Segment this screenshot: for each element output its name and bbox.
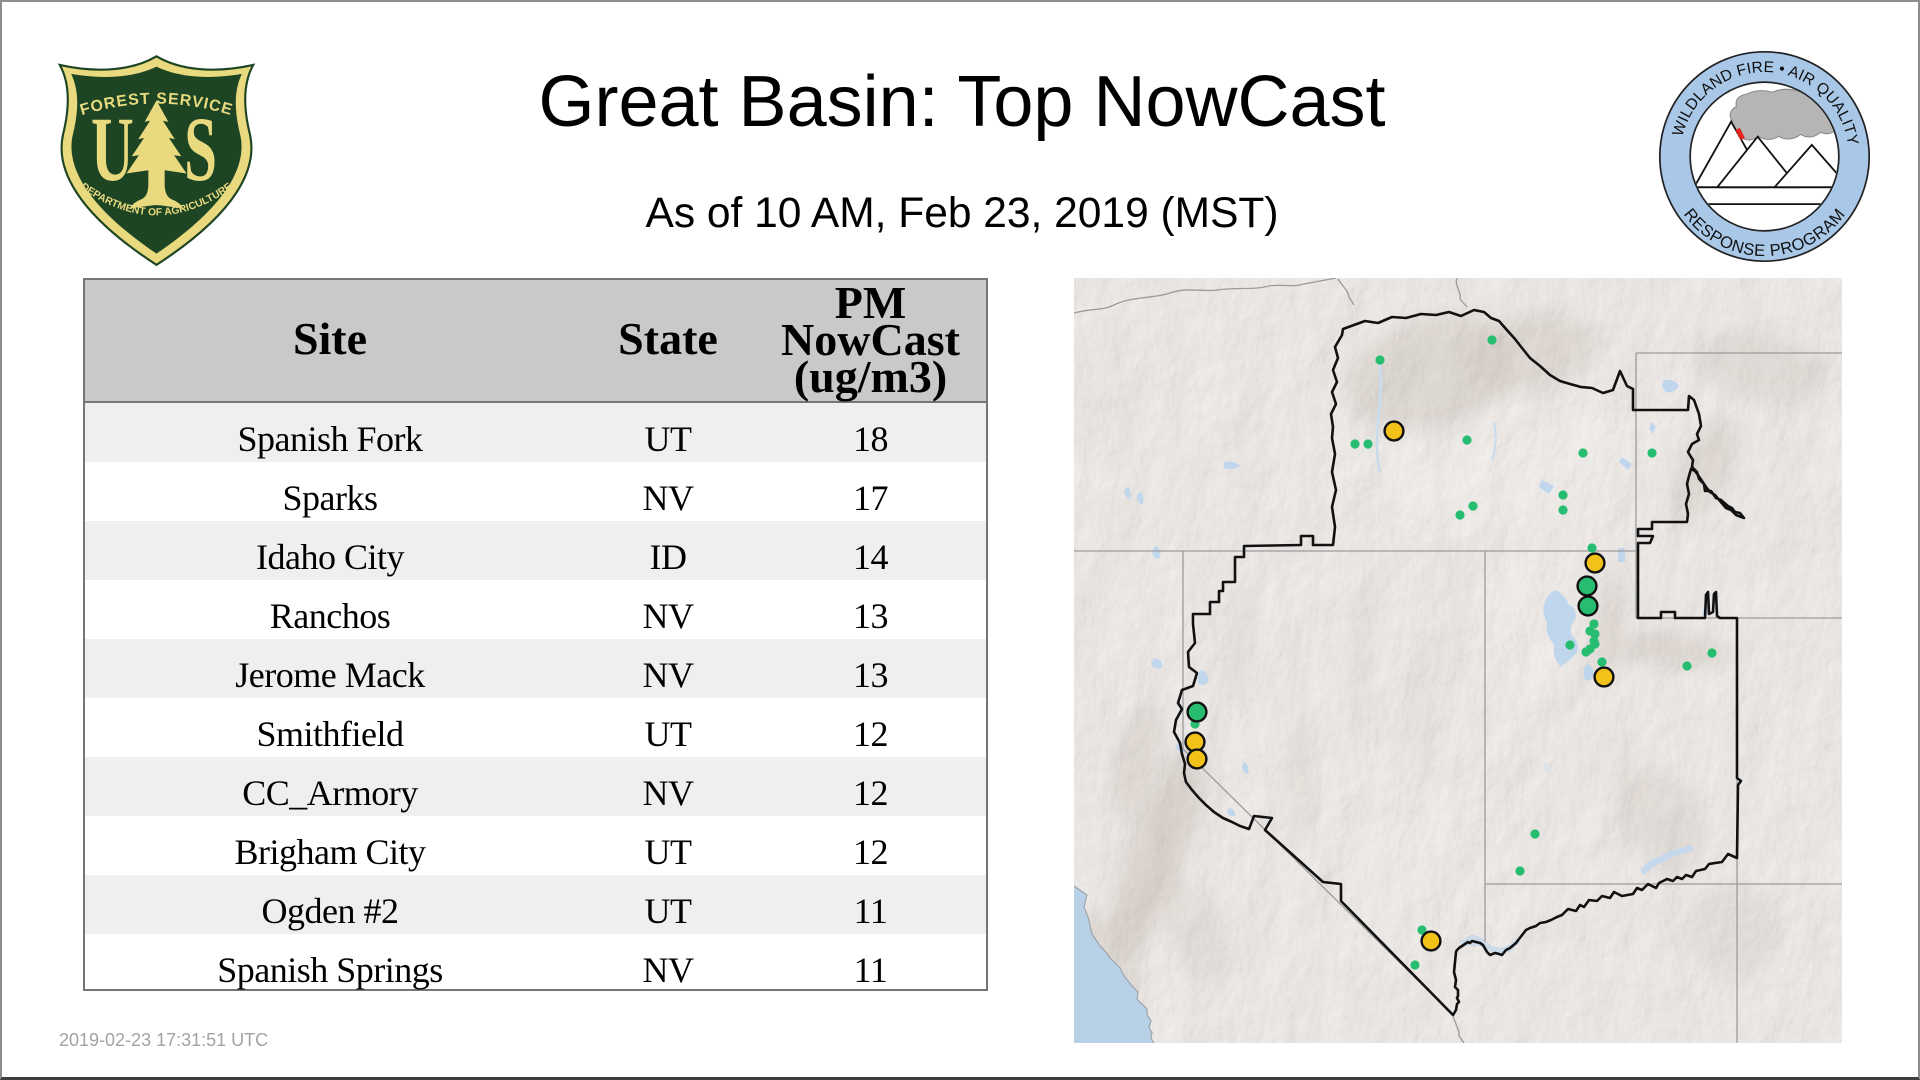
svg-text:U: U [91, 98, 134, 200]
svg-text:S: S [184, 98, 217, 200]
